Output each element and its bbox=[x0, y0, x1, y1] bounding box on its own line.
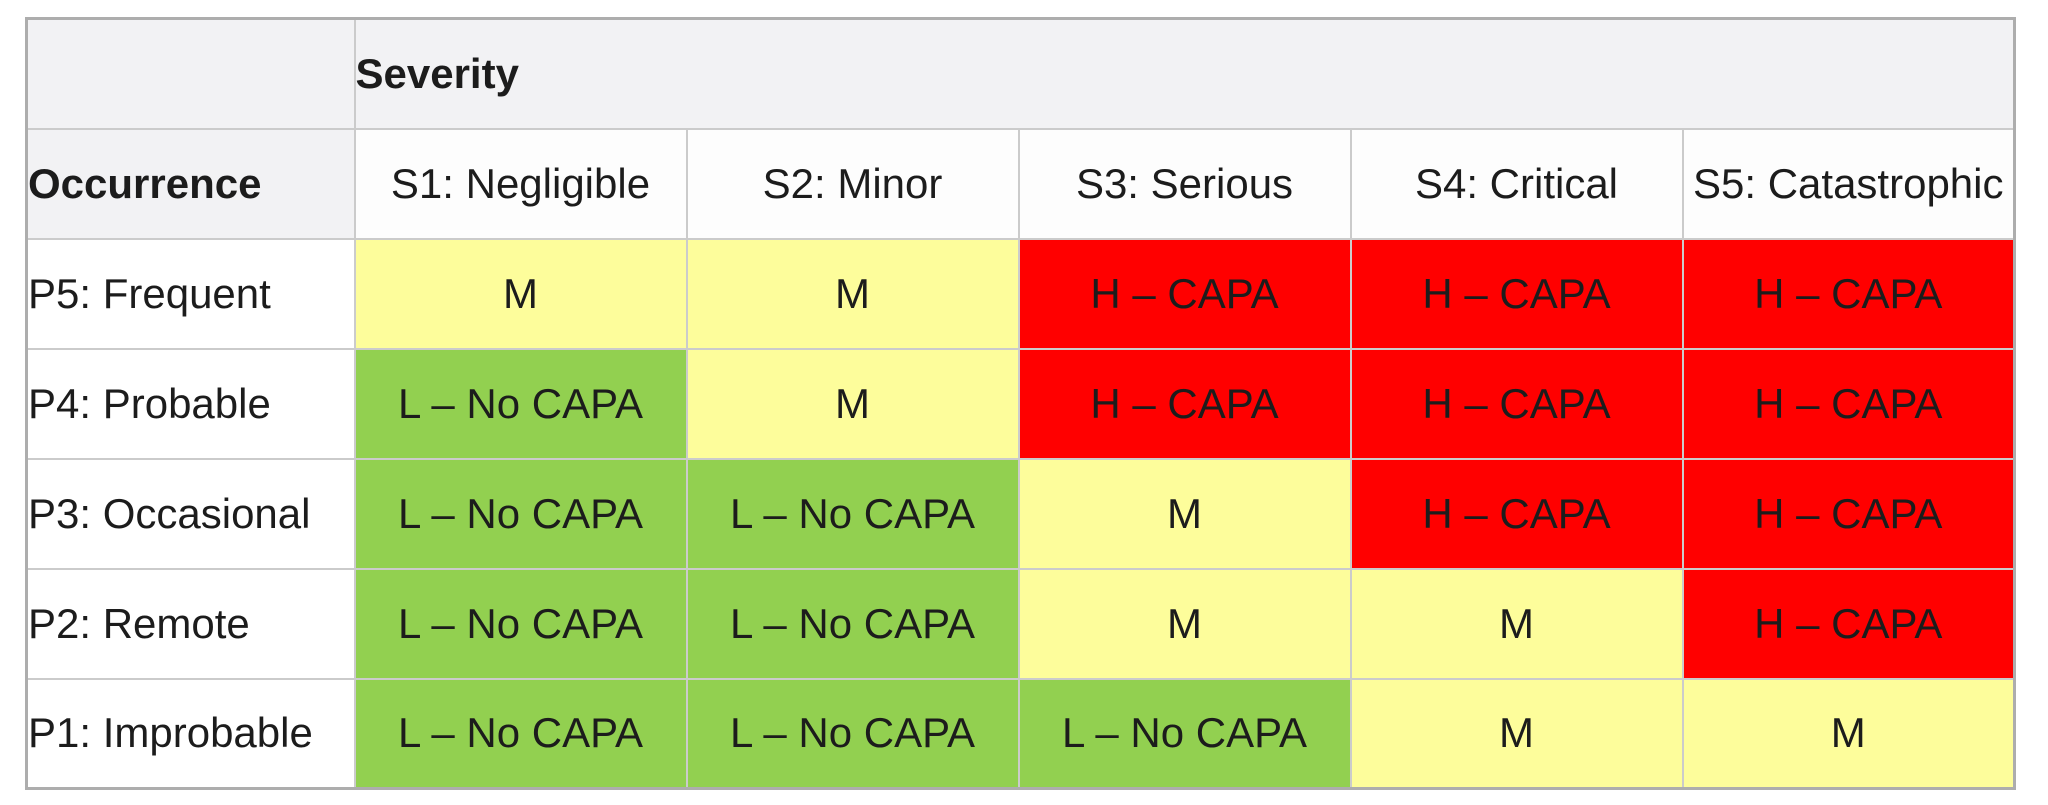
column-header-s1: S1: Negligible bbox=[353, 127, 688, 240]
cell-p4-s5: H – CAPA bbox=[1681, 347, 2016, 460]
cell-p2-s3: M bbox=[1017, 567, 1352, 680]
cell-p4-s1: L – No CAPA bbox=[353, 347, 688, 460]
cell-p3-s1: L – No CAPA bbox=[353, 457, 688, 570]
occurrence-header: Occurrence bbox=[25, 127, 356, 240]
column-header-row: Occurrence S1: Negligible S2: Minor S3: Se… bbox=[25, 127, 2016, 240]
cell-p1-s2: L – No CAPA bbox=[685, 677, 1020, 790]
cell-p1-s1: L – No CAPA bbox=[353, 677, 688, 790]
cell-p1-s4: M bbox=[1349, 677, 1684, 790]
cell-p5-s4: H – CAPA bbox=[1349, 237, 1684, 350]
cell-p4-s2: M bbox=[685, 347, 1020, 460]
cell-p3-s4: H – CAPA bbox=[1349, 457, 1684, 570]
cell-p2-s1: L – No CAPA bbox=[353, 567, 688, 680]
cell-p3-s5: H – CAPA bbox=[1681, 457, 2016, 570]
cell-p2-s5: H – CAPA bbox=[1681, 567, 2016, 680]
cell-p2-s4: M bbox=[1349, 567, 1684, 680]
matrix-row-p5: P5: Frequent M M H – CAPA H – CAPA H – CAPA bbox=[25, 237, 2016, 350]
corner-cell bbox=[25, 17, 356, 130]
matrix-row-p4: P4: Probable L – No CAPA M H – CAPA H – CAPA… bbox=[25, 347, 2016, 460]
severity-header-row: Severity bbox=[25, 17, 2016, 130]
cell-p3-s3: M bbox=[1017, 457, 1352, 570]
column-header-s5: S5: Catastrophic bbox=[1681, 127, 2016, 240]
matrix-row-p1: P1: Improbable L – No CAPA L – No CAPA L – … bbox=[25, 677, 2016, 790]
cell-p1-s3: L – No CAPA bbox=[1017, 677, 1352, 790]
cell-p5-s3: H – CAPA bbox=[1017, 237, 1352, 350]
cell-p5-s2: M bbox=[685, 237, 1020, 350]
row-label-p5: P5: Frequent bbox=[25, 237, 356, 350]
column-header-s4: S4: Critical bbox=[1349, 127, 1684, 240]
cell-p1-s5: M bbox=[1681, 677, 2016, 790]
risk-matrix: Severity Occurrence S1: Negligible S2: Mi… bbox=[25, 17, 2017, 790]
matrix-row-p2: P2: Remote L – No CAPA L – No CAPA M M H – CA… bbox=[25, 567, 2016, 680]
cell-p5-s1: M bbox=[353, 237, 688, 350]
cell-p5-s5: H – CAPA bbox=[1681, 237, 2016, 350]
row-label-p4: P4: Probable bbox=[25, 347, 356, 460]
cell-p2-s2: L – No CAPA bbox=[685, 567, 1020, 680]
cell-p4-s3: H – CAPA bbox=[1017, 347, 1352, 460]
severity-header: Severity bbox=[353, 17, 2016, 130]
risk-matrix-table: Severity Occurrence S1: Negligible S2: Mi… bbox=[25, 17, 2017, 790]
row-label-p2: P2: Remote bbox=[25, 567, 356, 680]
matrix-row-p3: P3: Occasional L – No CAPA L – No CAPA M H –… bbox=[25, 457, 2016, 570]
column-header-s2: S2: Minor bbox=[685, 127, 1020, 240]
cell-p3-s2: L – No CAPA bbox=[685, 457, 1020, 570]
cell-p4-s4: H – CAPA bbox=[1349, 347, 1684, 460]
column-header-s3: S3: Serious bbox=[1017, 127, 1352, 240]
row-label-p3: P3: Occasional bbox=[25, 457, 356, 570]
row-label-p1: P1: Improbable bbox=[25, 677, 356, 790]
